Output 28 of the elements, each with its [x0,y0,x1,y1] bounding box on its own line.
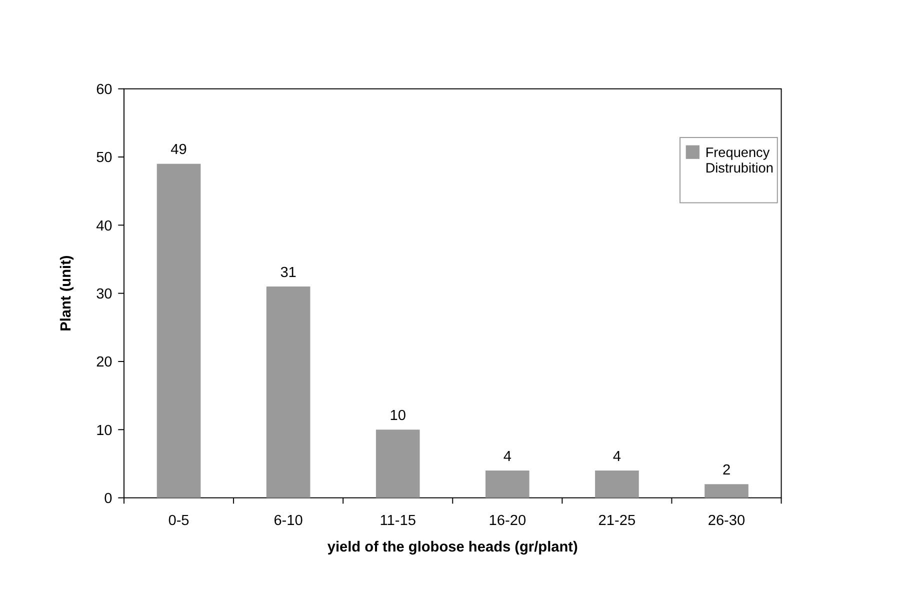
legend-label: Frequency Distrubition [705,144,774,176]
data-label: 2 [722,462,731,478]
bar [704,484,748,498]
y-tick-label: 60 [96,82,112,98]
data-label: 4 [503,448,512,465]
bar [485,470,530,498]
bar [376,430,420,498]
x-axis-title: yield of the globose heads (gr/plant) [327,539,578,556]
x-tick-label: 11-15 [380,513,416,530]
y-tick-label: 10 [96,422,112,439]
x-tick-label: 21-25 [598,513,636,530]
y-tick-label: 40 [96,218,112,234]
data-label: 49 [170,142,187,158]
data-label: 10 [390,408,406,424]
y-tick-label: 0 [104,490,112,507]
y-tick-label: 20 [96,354,112,371]
data-label: 31 [280,264,296,281]
x-tick-label: 26-30 [708,513,746,530]
y-tick-label: 30 [96,286,112,302]
bar [156,164,201,498]
data-label: 4 [612,448,622,465]
bar [266,286,310,498]
x-tick-label: 6-10 [274,513,303,530]
bar [595,470,639,498]
x-tick-label: 0-5 [168,513,190,530]
x-tick-label: 16-20 [488,513,526,530]
y-tick-label: 50 [96,150,112,166]
y-axis-title: Plant (unit) [58,255,74,332]
